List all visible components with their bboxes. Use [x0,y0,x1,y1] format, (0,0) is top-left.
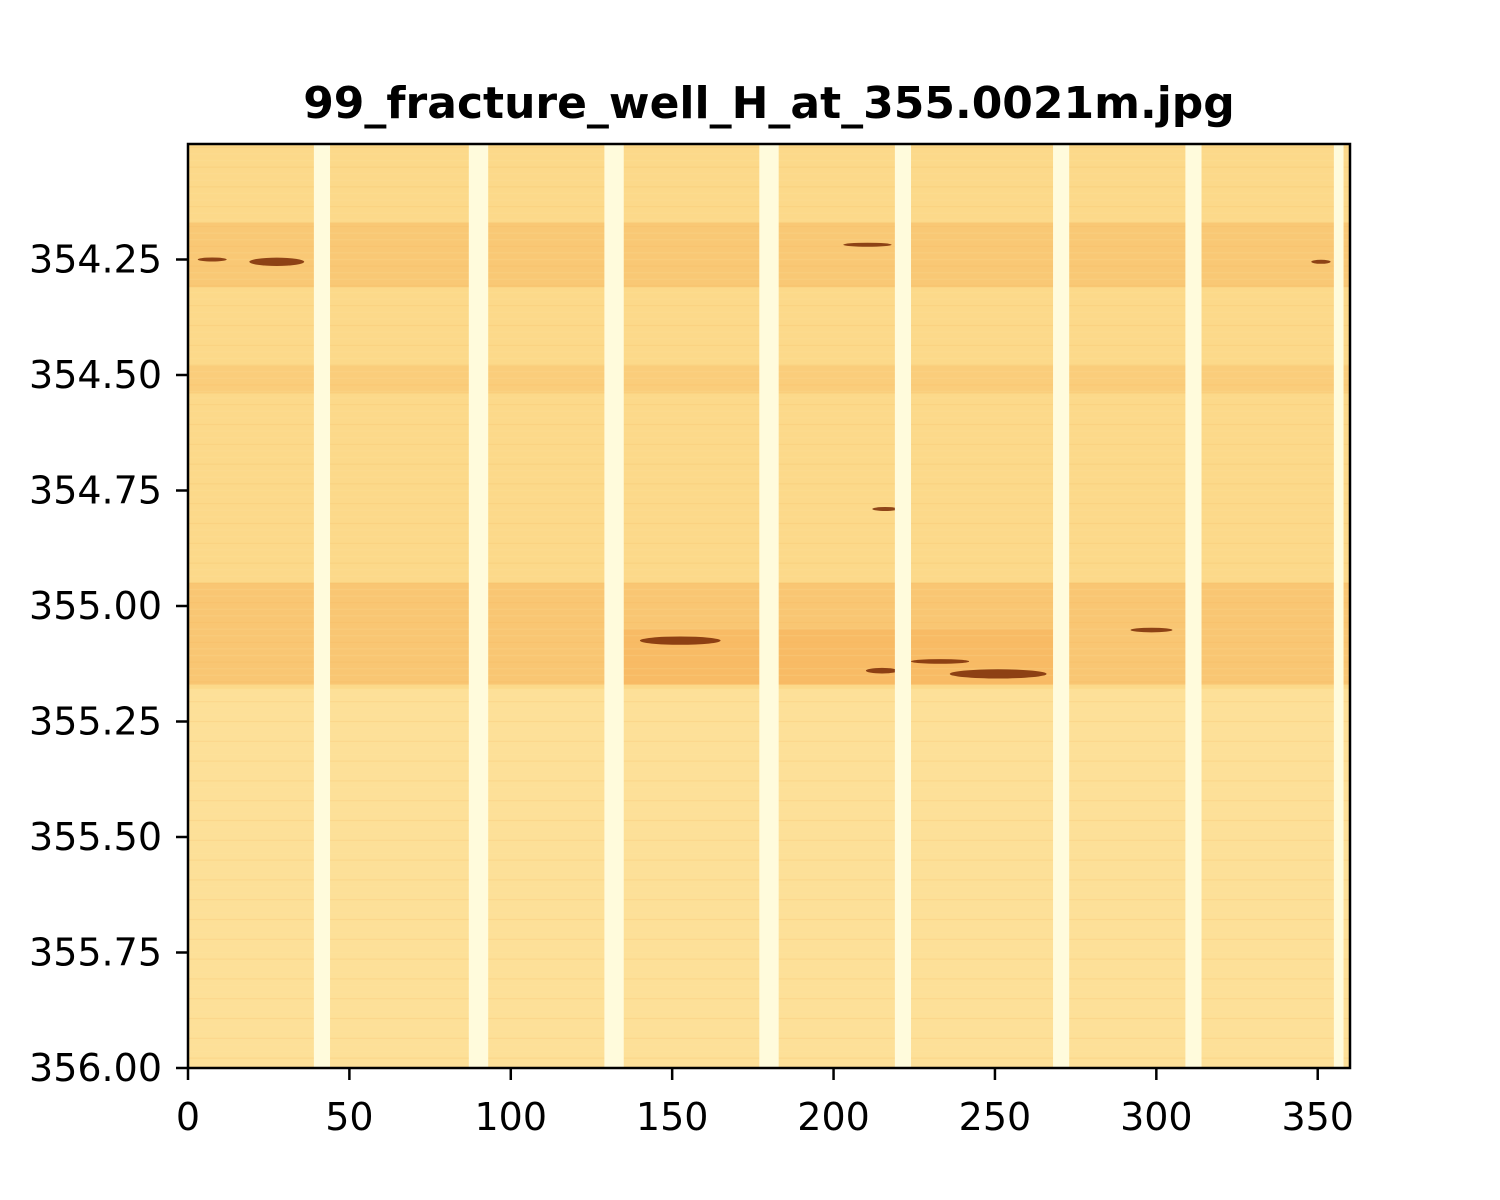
fracture-mark-0 [197,257,227,262]
y-tick-label: 354.25 [29,238,162,282]
y-tick-label: 356.00 [29,1046,162,1090]
x-tick-label: 50 [325,1095,373,1139]
fracture-mark-2 [843,242,892,247]
fracture-mark-8 [1130,627,1173,633]
x-tick-label: 250 [959,1095,1032,1139]
x-axis: 0 50 100 150 200 250 300 350 [176,1068,1354,1139]
pad-gap-5 [1053,144,1070,1068]
pad-gap-1 [468,144,489,1068]
pad-gap-6 [1185,144,1202,1068]
pad-gap-7 [1333,144,1344,1068]
fracture-mark-3 [1311,259,1331,264]
x-tick-label: 200 [797,1095,870,1139]
pad-gap-0 [313,144,331,1068]
fracture-mark-5 [865,667,899,674]
x-tick-label: 0 [176,1095,200,1139]
x-tick-label: 300 [1120,1095,1193,1139]
fracture-mark-4 [639,636,721,645]
fracture-mark-6 [911,659,970,664]
x-tick-label: 100 [475,1095,548,1139]
x-tick-label: 350 [1281,1095,1354,1139]
y-tick-label: 354.75 [29,469,162,513]
pad-gap-2 [604,144,624,1068]
fracture-mark-9 [872,506,899,511]
y-axis: 354.25 354.50 354.75 355.00 355.25 355.50 355.… [29,238,188,1090]
chart-title: 99_fracture_well_H_at_355.0021m.jpg [303,78,1235,129]
plot-area [188,144,1350,1068]
pad-gap-3 [759,144,779,1068]
y-tick-label: 355.25 [29,700,162,744]
fracture-mark-7 [949,669,1047,679]
y-tick-label: 355.75 [29,931,162,975]
pad-gap-4 [894,144,912,1068]
x-tick-label: 150 [636,1095,709,1139]
y-tick-label: 354.50 [29,353,162,397]
y-tick-label: 355.00 [29,584,162,628]
y-tick-label: 355.50 [29,815,162,859]
fracture-mark-1 [249,257,305,266]
